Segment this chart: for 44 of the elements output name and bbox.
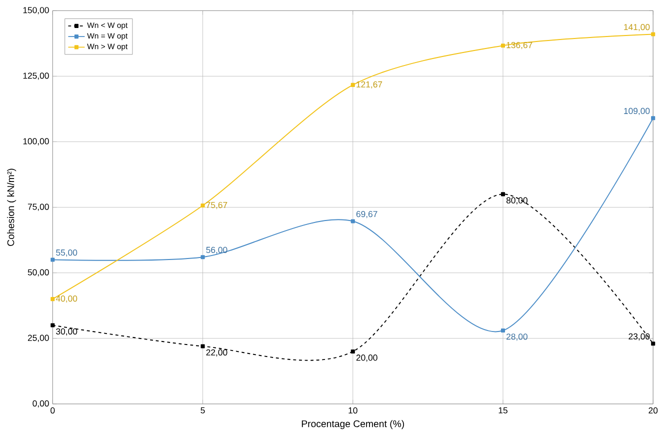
x-axis-title: Procentage Cement (%) <box>302 420 404 429</box>
data-label: 141,00 <box>624 24 650 32</box>
x-tick-label: 5 <box>200 407 205 414</box>
data-label: 23,00 <box>628 333 650 340</box>
data-label: 121,67 <box>356 81 382 88</box>
y-tick-label: 50,00 <box>28 269 49 276</box>
data-label: 80,00 <box>506 197 528 204</box>
data-label: 40,00 <box>56 295 78 303</box>
point <box>200 254 205 260</box>
point <box>350 349 355 354</box>
x-tick-label: 0 <box>50 407 55 414</box>
point <box>500 328 506 332</box>
x-tick-label: 15 <box>498 407 508 414</box>
data-label: 56,00 <box>206 246 228 254</box>
data-label: 75,67 <box>206 202 228 210</box>
point <box>350 82 355 87</box>
data-label: 22,00 <box>206 349 228 356</box>
data-label: 69,67 <box>356 210 378 218</box>
data-label: 30,00 <box>56 328 78 336</box>
point <box>500 192 506 196</box>
point <box>350 219 355 224</box>
data-label: 20,00 <box>356 354 378 362</box>
point <box>200 203 205 208</box>
point <box>50 323 55 328</box>
data-label: 28,00 <box>506 334 528 341</box>
y-axis-title: Cohesion ( kN/m²) <box>7 168 16 246</box>
point <box>50 296 55 301</box>
y-tick-label: 150,00 <box>23 6 49 14</box>
data-label: 55,00 <box>56 249 78 257</box>
point <box>651 342 656 346</box>
y-tick-label: 125,00 <box>23 72 49 80</box>
y-tick-label: 100,00 <box>23 138 49 146</box>
point <box>651 116 656 120</box>
point <box>50 258 55 262</box>
y-tick-label: 25,00 <box>28 334 49 342</box>
point <box>500 44 506 48</box>
data-label: 136,67 <box>506 42 532 50</box>
x-tick-label: 10 <box>348 407 358 414</box>
y-tick-label: 0,00 <box>32 400 49 408</box>
point <box>651 32 656 36</box>
data-label: 109,00 <box>624 108 650 115</box>
x-tick-label: 20 <box>648 407 658 414</box>
y-tick-label: 75,00 <box>28 204 49 211</box>
point <box>200 344 205 348</box>
